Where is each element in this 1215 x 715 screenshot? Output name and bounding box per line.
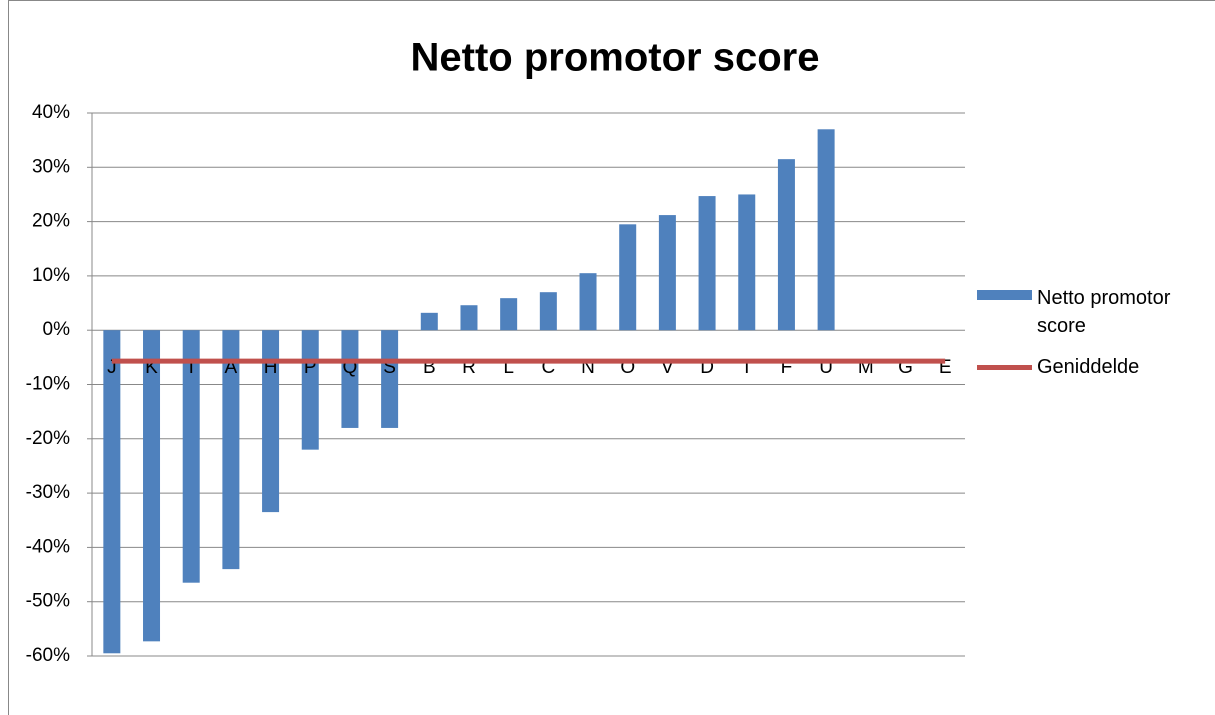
bar: [381, 330, 399, 428]
bar: [460, 305, 478, 331]
bar: [420, 312, 438, 331]
chart-frame: [8, 0, 1215, 715]
chart-title: Netto promotor score: [411, 36, 820, 80]
bar: [698, 196, 716, 331]
y-tick-label: 30%: [32, 156, 70, 177]
legend-swatch: [977, 365, 1032, 370]
y-tick-label: 40%: [32, 102, 70, 123]
bar: [301, 330, 319, 450]
bar: [143, 330, 161, 642]
y-tick-label: -30%: [26, 482, 70, 503]
legend-label: Geniddelde: [1037, 356, 1140, 378]
x-tick-label: I: [189, 357, 194, 378]
bar: [777, 159, 795, 331]
bar: [222, 330, 240, 570]
y-tick-label: 0%: [43, 319, 71, 340]
x-tick-label: L: [503, 357, 514, 378]
y-tick-label: 20%: [32, 211, 70, 232]
bar: [500, 298, 518, 331]
legend-swatch: [977, 290, 1032, 300]
bar: [539, 292, 557, 331]
bar: [619, 224, 637, 331]
y-tick-label: -40%: [26, 536, 70, 557]
y-tick-label: -20%: [26, 428, 70, 449]
bar: [103, 330, 121, 654]
legend-label: Netto promotor score: [1037, 287, 1171, 337]
legend-item: Geniddelde: [977, 353, 1147, 381]
x-tick-label: J: [107, 357, 117, 378]
y-tick-label: -60%: [26, 645, 70, 666]
bar: [262, 330, 280, 513]
bar: [658, 215, 676, 331]
bar: [579, 273, 597, 331]
y-tick-label: -10%: [26, 374, 70, 395]
bar: [738, 194, 756, 331]
bar: [182, 330, 200, 583]
bar: [341, 330, 359, 428]
bar: [817, 129, 835, 331]
x-tick-label: F: [781, 357, 793, 378]
y-tick-label: -50%: [26, 591, 70, 612]
y-tick-label: 10%: [32, 265, 70, 286]
legend-item: Netto promotor score: [977, 284, 1170, 340]
